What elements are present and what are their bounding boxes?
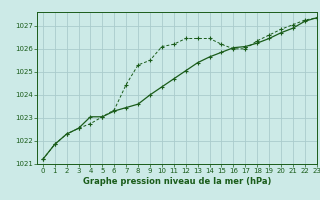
X-axis label: Graphe pression niveau de la mer (hPa): Graphe pression niveau de la mer (hPa) bbox=[83, 177, 271, 186]
